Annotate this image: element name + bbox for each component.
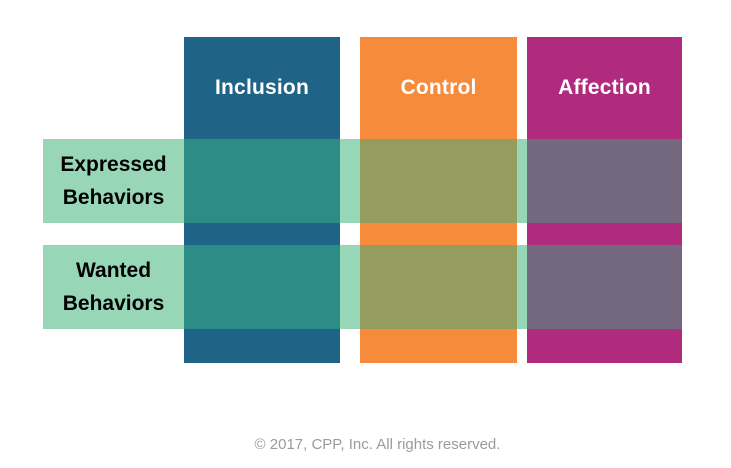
column-header-inclusion: Inclusion [184,37,340,139]
row-label-expressed-behaviors: Expressed Behaviors [43,139,184,223]
column-label-control: Control [400,76,477,99]
row-label-expressed-line2: Behaviors [62,186,165,209]
row-label-wanted-line1: Wanted [75,259,152,282]
cell-expressed-control [360,139,517,223]
row-label-wanted-line2: Behaviors [62,292,165,315]
column-header-control: Control [360,37,517,139]
row-label-wanted-behaviors: Wanted Behaviors [43,245,184,329]
cell-expressed-affection [527,139,682,223]
column-header-affection: Affection [527,37,682,139]
column-label-affection: Affection [558,76,651,99]
row-band-wanted-behaviors: Wanted Behaviors [43,245,682,329]
cell-expressed-inclusion [184,139,340,223]
copyright-text: © 2017, CPP, Inc. All rights reserved. [254,436,501,453]
cell-wanted-inclusion [184,245,340,329]
cell-wanted-affection [527,245,682,329]
row-band-expressed-behaviors: Expressed Behaviors [43,139,682,223]
row-label-expressed-line1: Expressed [60,153,167,176]
cell-wanted-control [360,245,517,329]
column-label-inclusion: Inclusion [215,76,309,99]
